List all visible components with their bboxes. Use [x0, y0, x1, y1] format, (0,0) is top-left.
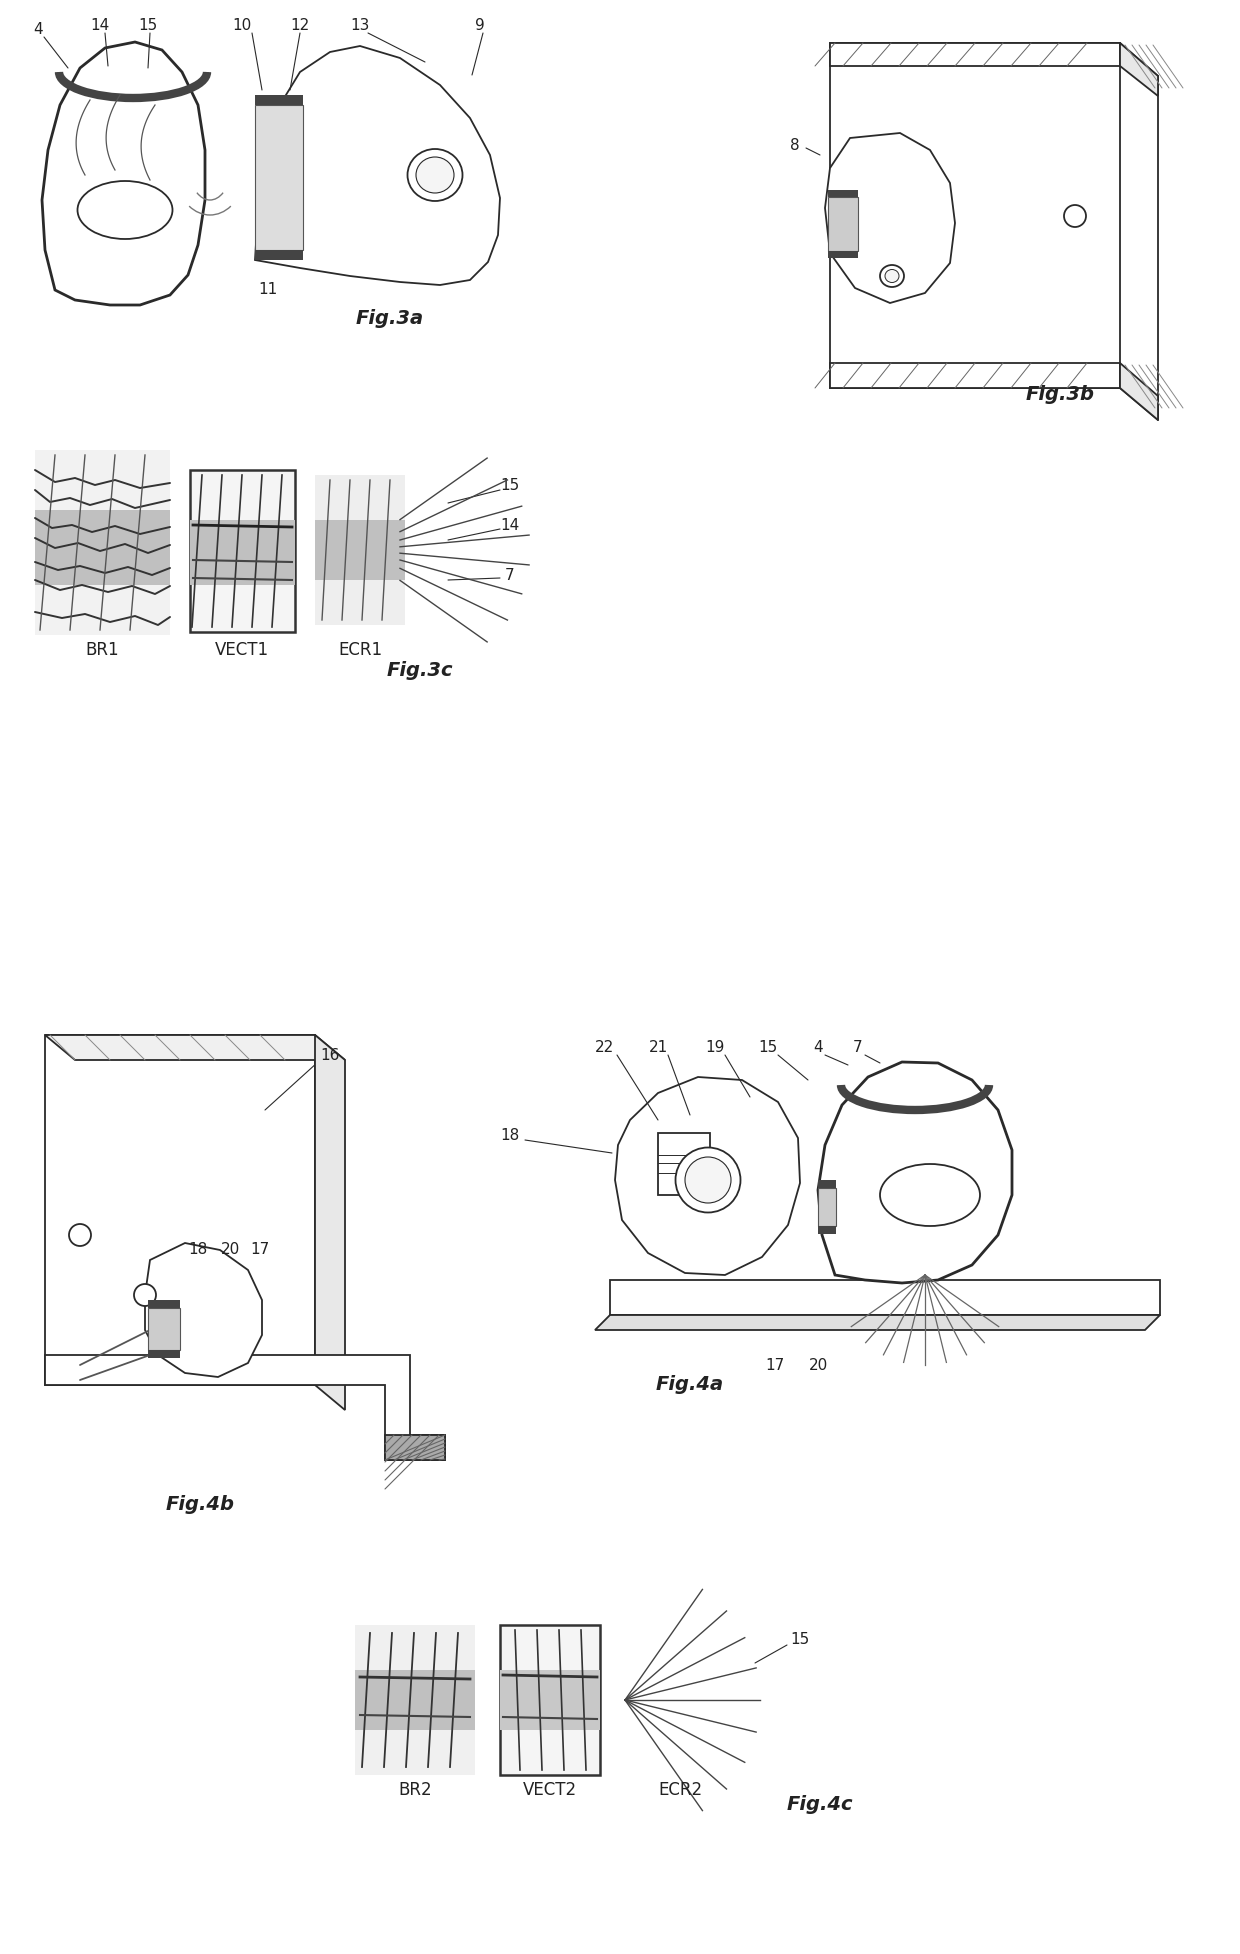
Bar	[828, 190, 858, 197]
Text: 12: 12	[290, 18, 310, 33]
Text: 20: 20	[808, 1358, 827, 1372]
Text: Fig.3a: Fig.3a	[356, 309, 424, 328]
Polygon shape	[255, 47, 500, 285]
Bar	[45, 1036, 315, 1385]
Ellipse shape	[77, 182, 172, 238]
Text: 18: 18	[501, 1127, 520, 1143]
Text: 10: 10	[232, 18, 252, 33]
Text: 4: 4	[813, 1040, 823, 1055]
Polygon shape	[610, 1280, 1159, 1315]
Text: 15: 15	[501, 477, 520, 492]
Text: Fig.4b: Fig.4b	[165, 1495, 234, 1514]
Polygon shape	[818, 1063, 1012, 1284]
Text: Fig.3b: Fig.3b	[1025, 385, 1095, 404]
Text: 13: 13	[351, 18, 370, 33]
Text: 19: 19	[706, 1040, 724, 1055]
Polygon shape	[830, 363, 1120, 389]
Text: 15: 15	[759, 1040, 777, 1055]
Polygon shape	[825, 133, 955, 303]
Bar	[658, 1133, 711, 1196]
Ellipse shape	[415, 156, 454, 193]
Text: 11: 11	[258, 283, 278, 297]
Text: 9: 9	[475, 18, 485, 33]
Text: Fig.3c: Fig.3c	[387, 660, 454, 680]
Text: 17: 17	[250, 1243, 269, 1258]
Bar	[35, 510, 170, 584]
Text: Fig.4c: Fig.4c	[786, 1796, 853, 1815]
Polygon shape	[1120, 43, 1158, 96]
Text: 7: 7	[853, 1040, 863, 1055]
Polygon shape	[1120, 363, 1158, 420]
Ellipse shape	[676, 1147, 740, 1213]
Text: 14: 14	[501, 518, 520, 533]
Ellipse shape	[684, 1157, 732, 1204]
Bar	[830, 43, 1120, 389]
Text: Fig.4a: Fig.4a	[656, 1376, 724, 1395]
Bar	[190, 471, 295, 631]
Text: 17: 17	[765, 1358, 785, 1372]
Ellipse shape	[408, 149, 463, 201]
Bar	[828, 250, 858, 258]
Bar	[255, 96, 303, 106]
Text: 22: 22	[595, 1040, 615, 1055]
Text: 8: 8	[790, 137, 800, 152]
Bar	[255, 250, 303, 260]
Ellipse shape	[1064, 205, 1086, 227]
Bar	[315, 475, 405, 625]
Text: 14: 14	[91, 18, 109, 33]
Polygon shape	[45, 1354, 445, 1460]
Text: VECT1: VECT1	[215, 641, 269, 658]
Text: BR2: BR2	[398, 1780, 432, 1800]
Bar	[818, 1225, 836, 1235]
Bar	[148, 1307, 180, 1350]
Bar	[355, 1671, 475, 1729]
Polygon shape	[45, 1036, 345, 1059]
Text: BR1: BR1	[86, 641, 119, 658]
Text: ECR1: ECR1	[339, 641, 382, 658]
Polygon shape	[384, 1434, 445, 1460]
Bar	[35, 449, 170, 635]
Polygon shape	[315, 1036, 345, 1411]
Polygon shape	[615, 1077, 800, 1276]
Text: 21: 21	[649, 1040, 667, 1055]
Text: 7: 7	[505, 567, 515, 582]
Bar	[828, 197, 858, 250]
Polygon shape	[145, 1243, 262, 1378]
Text: 16: 16	[320, 1047, 340, 1063]
Ellipse shape	[885, 270, 899, 283]
Polygon shape	[42, 41, 205, 305]
Bar	[500, 1671, 600, 1729]
Text: 18: 18	[188, 1243, 207, 1258]
Text: 15: 15	[139, 18, 157, 33]
Bar	[148, 1350, 180, 1358]
Ellipse shape	[880, 1165, 980, 1225]
Bar	[190, 520, 295, 584]
Bar	[315, 520, 405, 580]
Bar	[818, 1188, 836, 1225]
Text: 15: 15	[790, 1632, 810, 1647]
Bar	[818, 1180, 836, 1188]
Text: 20: 20	[221, 1243, 239, 1258]
Bar	[500, 1626, 600, 1774]
Ellipse shape	[880, 266, 904, 287]
Text: 4: 4	[33, 23, 43, 37]
Ellipse shape	[134, 1284, 156, 1305]
Polygon shape	[595, 1315, 1159, 1331]
Bar	[255, 106, 303, 250]
Polygon shape	[830, 43, 1120, 66]
Text: ECR2: ECR2	[658, 1780, 702, 1800]
Ellipse shape	[69, 1223, 91, 1247]
Bar	[148, 1299, 180, 1307]
Bar	[355, 1626, 475, 1774]
Text: VECT2: VECT2	[523, 1780, 577, 1800]
